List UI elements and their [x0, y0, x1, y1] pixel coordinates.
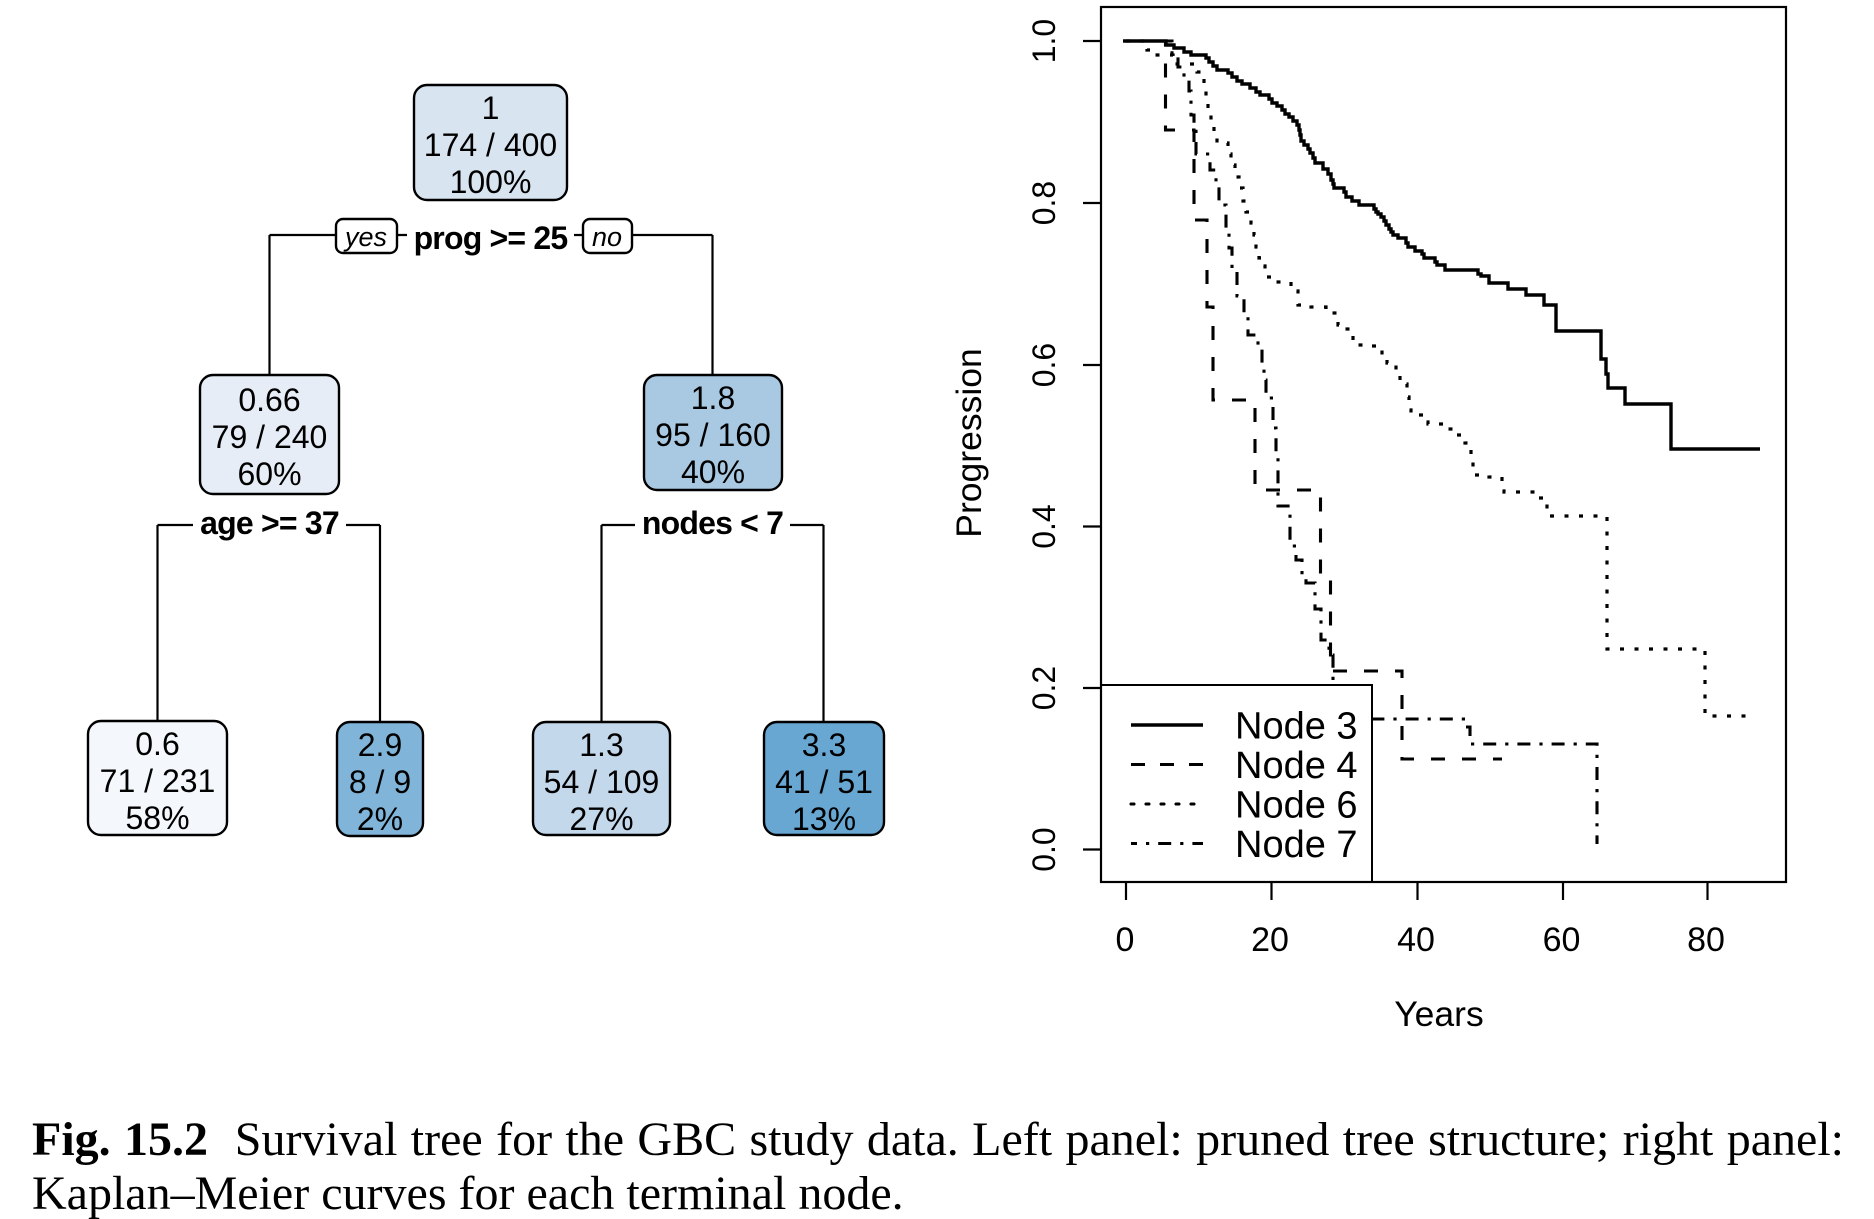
svg-text:age >= 37: age >= 37 — [200, 505, 339, 541]
svg-text:100%: 100% — [450, 164, 532, 200]
svg-text:1.0: 1.0 — [1026, 19, 1062, 63]
svg-text:79 / 240: 79 / 240 — [212, 419, 328, 455]
svg-text:80: 80 — [1687, 921, 1725, 959]
svg-text:yes: yes — [343, 222, 387, 252]
svg-text:Node 6: Node 6 — [1235, 785, 1358, 827]
svg-text:Progression: Progression — [949, 348, 989, 537]
svg-text:1.8: 1.8 — [691, 380, 735, 416]
svg-text:0.6: 0.6 — [1026, 343, 1062, 387]
svg-text:no: no — [592, 222, 622, 252]
svg-text:0: 0 — [1116, 921, 1135, 959]
svg-text:40%: 40% — [681, 454, 745, 490]
svg-text:60%: 60% — [237, 456, 301, 492]
svg-text:13%: 13% — [792, 801, 856, 837]
svg-text:1.3: 1.3 — [579, 727, 623, 763]
svg-text:1: 1 — [482, 90, 500, 126]
svg-text:58%: 58% — [125, 800, 189, 836]
svg-text:60: 60 — [1543, 921, 1581, 959]
svg-text:nodes < 7: nodes < 7 — [642, 505, 783, 541]
svg-text:27%: 27% — [569, 801, 633, 837]
svg-text:95 / 160: 95 / 160 — [655, 417, 771, 453]
svg-text:Node 7: Node 7 — [1235, 824, 1358, 866]
svg-text:2%: 2% — [357, 801, 403, 837]
svg-text:0.2: 0.2 — [1026, 666, 1062, 710]
svg-text:0.66: 0.66 — [238, 382, 300, 418]
svg-text:40: 40 — [1397, 921, 1435, 959]
svg-text:3.3: 3.3 — [802, 727, 846, 763]
svg-text:0.4: 0.4 — [1026, 504, 1062, 548]
svg-text:71 / 231: 71 / 231 — [100, 763, 216, 799]
svg-text:54 / 109: 54 / 109 — [544, 764, 660, 800]
svg-text:Years: Years — [1394, 994, 1483, 1034]
svg-text:Node 3: Node 3 — [1235, 706, 1358, 748]
svg-text:41 / 51: 41 / 51 — [775, 764, 873, 800]
svg-text:prog >= 25: prog >= 25 — [414, 220, 568, 256]
svg-text:20: 20 — [1251, 921, 1289, 959]
svg-text:Node 4: Node 4 — [1235, 745, 1358, 787]
svg-text:174 / 400: 174 / 400 — [424, 127, 557, 163]
svg-text:8 / 9: 8 / 9 — [349, 764, 411, 800]
svg-text:2.9: 2.9 — [358, 727, 402, 763]
svg-text:0.8: 0.8 — [1026, 181, 1062, 225]
svg-text:0.6: 0.6 — [135, 726, 179, 762]
svg-text:0.0: 0.0 — [1026, 827, 1062, 871]
